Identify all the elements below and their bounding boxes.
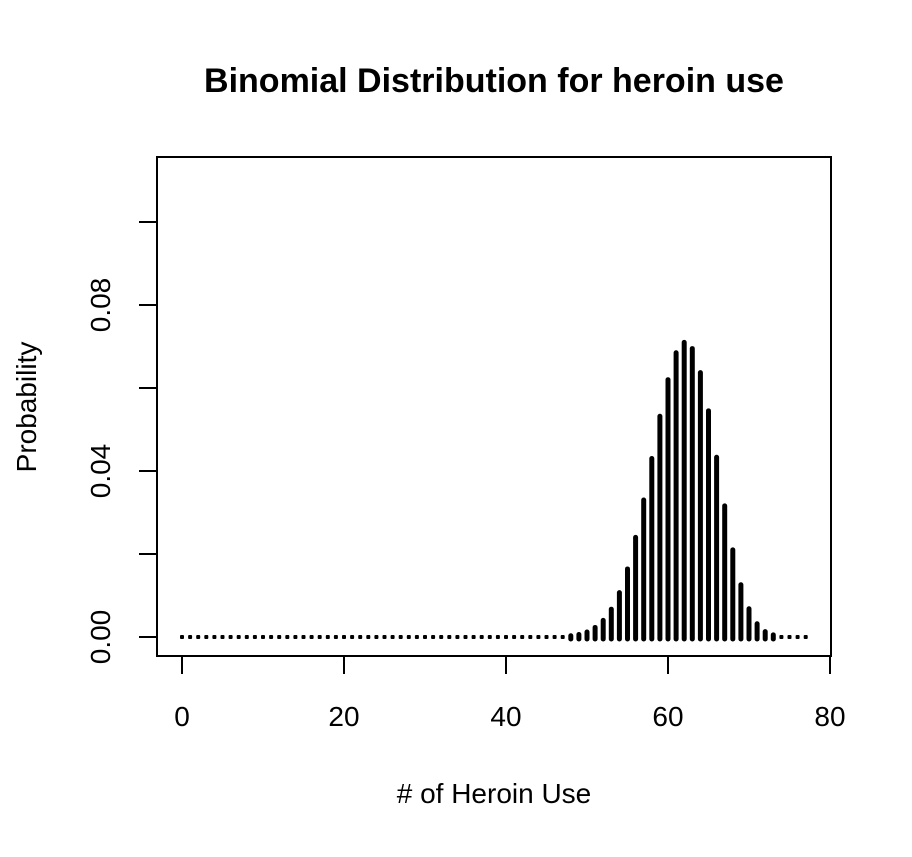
x-axis: 0 20 40 60 80 xyxy=(174,655,846,732)
bar xyxy=(269,635,274,639)
bar xyxy=(398,635,403,639)
bar xyxy=(803,635,808,639)
bar xyxy=(244,635,249,639)
bar xyxy=(204,635,209,639)
bar xyxy=(390,635,395,639)
bar xyxy=(342,635,346,639)
y-tick-label: 0.08 xyxy=(85,278,116,333)
x-tick-label: 20 xyxy=(328,701,359,732)
bar xyxy=(504,635,508,639)
y-axis: 0.00 0.04 0.08 xyxy=(85,221,158,665)
bar xyxy=(228,635,233,639)
bar xyxy=(471,635,476,639)
bar xyxy=(560,635,565,639)
y-axis-title: Probability xyxy=(11,342,42,473)
bar xyxy=(431,635,436,639)
chart-title: Binomial Distribution for heroin use xyxy=(204,62,784,100)
bar xyxy=(779,635,784,639)
bar xyxy=(495,635,500,639)
bar xyxy=(358,635,363,639)
bar xyxy=(374,635,379,639)
bar xyxy=(528,635,533,639)
bar xyxy=(301,635,306,639)
x-axis-title: # of Heroin Use xyxy=(397,778,592,809)
x-tick-label: 60 xyxy=(652,701,683,732)
bar xyxy=(285,635,290,639)
bar xyxy=(333,635,338,639)
bar xyxy=(479,635,484,639)
bar xyxy=(277,635,282,639)
bar xyxy=(406,635,411,639)
bar xyxy=(350,635,355,639)
plot-frame xyxy=(156,156,832,657)
bar xyxy=(366,635,371,639)
bar xyxy=(463,635,468,639)
bar xyxy=(414,635,419,639)
bar xyxy=(552,635,557,639)
bar xyxy=(212,635,217,639)
bar xyxy=(787,635,792,639)
bar xyxy=(520,635,525,639)
bar xyxy=(544,635,549,639)
bars-group xyxy=(180,339,808,642)
bar xyxy=(236,635,241,639)
bar xyxy=(447,635,452,639)
bar xyxy=(536,635,541,639)
x-tick-label: 0 xyxy=(174,701,190,732)
bar xyxy=(220,635,225,639)
bar xyxy=(487,635,492,639)
y-tick-label: 0.04 xyxy=(85,444,116,499)
bar xyxy=(261,635,265,639)
x-tick-label: 80 xyxy=(814,701,845,732)
bar xyxy=(455,635,460,639)
bar xyxy=(309,635,314,639)
bar xyxy=(293,635,298,639)
bar xyxy=(423,635,427,639)
bar xyxy=(196,635,201,639)
x-tick-label: 40 xyxy=(490,701,521,732)
bar xyxy=(188,635,193,639)
bar xyxy=(252,635,257,639)
bar xyxy=(512,635,517,639)
bar xyxy=(317,635,322,639)
bar xyxy=(795,635,800,639)
y-tick-label: 0.00 xyxy=(85,610,116,665)
bar xyxy=(382,635,387,639)
bar xyxy=(180,635,184,639)
bar xyxy=(325,635,330,639)
bar xyxy=(439,635,444,639)
